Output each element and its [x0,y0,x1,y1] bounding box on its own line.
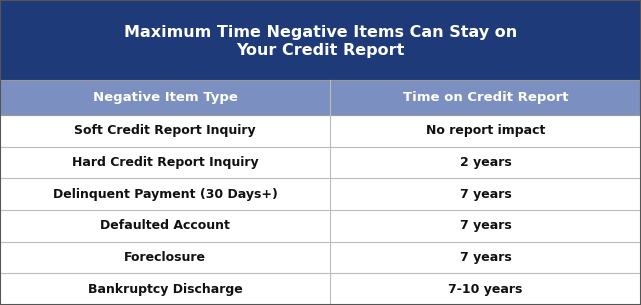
Bar [0,80,641,115]
Bar [0,178,641,210]
Text: Your Credit Report: Your Credit Report [237,42,404,58]
Bar [0,242,641,273]
Text: 7 years: 7 years [460,219,512,232]
Text: Hard Credit Report Inquiry: Hard Credit Report Inquiry [72,156,258,169]
Bar [0,210,641,242]
Bar [0,147,641,178]
Text: No report impact: No report impact [426,124,545,137]
Text: Bankruptcy Discharge: Bankruptcy Discharge [88,283,242,296]
Text: 7-10 years: 7-10 years [448,283,523,296]
Text: Defaulted Account: Defaulted Account [100,219,230,232]
Bar [0,273,641,305]
Text: 7 years: 7 years [460,188,512,201]
Text: Foreclosure: Foreclosure [124,251,206,264]
Bar [0,0,641,80]
Text: Delinquent Payment (30 Days+): Delinquent Payment (30 Days+) [53,188,278,201]
Text: Maximum Time Negative Items Can Stay on: Maximum Time Negative Items Can Stay on [124,24,517,40]
Text: Soft Credit Report Inquiry: Soft Credit Report Inquiry [74,124,256,137]
Text: 7 years: 7 years [460,251,512,264]
Text: Time on Credit Report: Time on Credit Report [403,91,569,104]
Text: Negative Item Type: Negative Item Type [92,91,238,104]
Bar [0,115,641,147]
Text: 2 years: 2 years [460,156,512,169]
